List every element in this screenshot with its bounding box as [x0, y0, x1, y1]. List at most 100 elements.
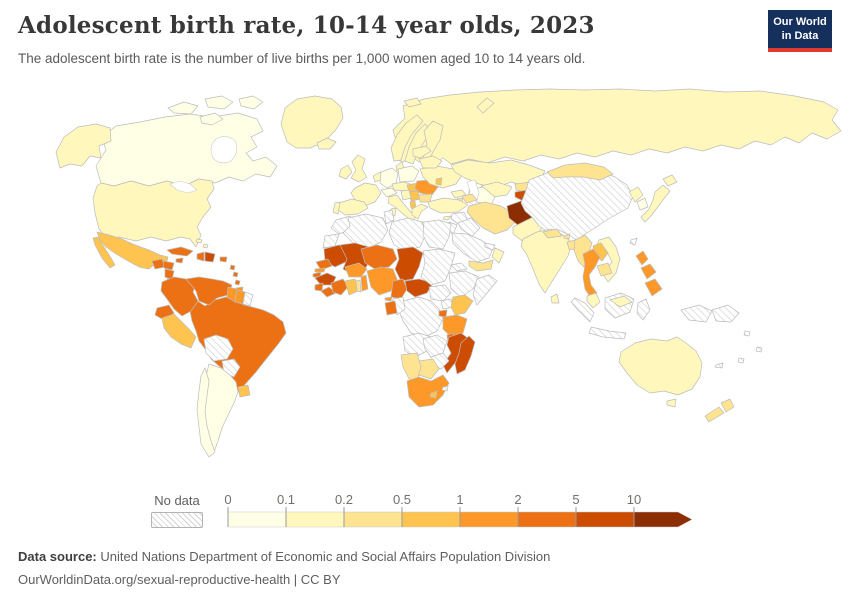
country-egypt[interactable] [422, 219, 452, 250]
country-ireland[interactable] [338, 164, 353, 180]
country-malaysia[interactable] [586, 292, 601, 309]
country-fiji[interactable] [737, 357, 745, 364]
country-venezuela[interactable] [185, 276, 233, 306]
country-north-korea[interactable] [628, 186, 644, 203]
country-thailand[interactable] [582, 248, 601, 299]
country-south-korea[interactable] [636, 197, 649, 211]
country-greenland[interactable] [280, 95, 344, 149]
country-gambia[interactable] [314, 267, 326, 273]
country-french-guiana[interactable] [242, 291, 254, 307]
country-tanzania[interactable] [442, 314, 468, 338]
country-cuba[interactable] [166, 246, 194, 257]
country-tunisia[interactable] [383, 209, 395, 225]
country-ukraine[interactable] [419, 165, 463, 189]
country-novaya-zemlya[interactable] [476, 97, 495, 114]
country-yemen[interactable] [468, 259, 494, 272]
country-mongolia[interactable] [546, 162, 614, 181]
country-austria-switzerland[interactable] [380, 187, 398, 198]
country-new-zealand[interactable] [704, 398, 735, 423]
country-dominican-republic[interactable] [204, 251, 216, 263]
country-honduras[interactable] [162, 260, 175, 271]
country-burkina-faso[interactable] [344, 262, 368, 278]
country-new-caledonia[interactable] [714, 362, 724, 369]
country-puerto-rico[interactable] [219, 256, 228, 263]
country-canada-arctic-2[interactable] [204, 95, 234, 110]
country-togo[interactable] [355, 279, 362, 293]
country-iraq[interactable] [457, 217, 481, 237]
country-russia[interactable] [392, 88, 842, 165]
legend-color-scale[interactable]: 0 0.1 0.2 0.5 1 2 5 10 [220, 492, 698, 532]
country-niger[interactable] [360, 244, 398, 270]
country-kenya[interactable] [450, 294, 474, 316]
country-ethiopia[interactable] [448, 270, 480, 298]
country-cyprus[interactable] [442, 215, 452, 221]
country-sri-lanka[interactable] [550, 293, 560, 304]
country-taiwan[interactable] [629, 237, 638, 246]
country-baltic-states[interactable] [412, 145, 432, 159]
legend-no-data-swatch[interactable] [151, 512, 203, 528]
country-pacific-islands[interactable] [743, 330, 763, 353]
country-croatia-bosnia[interactable] [400, 189, 412, 201]
country-sudan[interactable] [420, 248, 456, 286]
country-india[interactable] [520, 228, 573, 294]
country-south-africa[interactable] [406, 374, 450, 408]
country-somalia[interactable] [472, 274, 498, 306]
country-namibia[interactable] [400, 352, 422, 382]
country-equatorial-guinea[interactable] [384, 296, 393, 302]
country-nepal[interactable] [542, 228, 563, 239]
country-eswatini[interactable] [441, 385, 449, 392]
legend-bin-b7[interactable] [575, 511, 635, 528]
country-cambodia[interactable] [596, 262, 613, 277]
country-france[interactable] [350, 182, 382, 207]
country-sierra-leone[interactable] [314, 282, 324, 292]
country-bhutan[interactable] [563, 233, 571, 240]
country-cote-divoire[interactable] [330, 278, 349, 296]
legend-bin-b2[interactable] [285, 511, 345, 528]
owid-logo[interactable]: Our World in Data [768, 10, 832, 52]
country-united-kingdom[interactable] [350, 154, 368, 183]
country-canada-arctic-4[interactable] [199, 112, 224, 126]
country-libya[interactable] [388, 217, 427, 252]
country-philippines[interactable] [635, 250, 663, 297]
country-bolivia[interactable] [203, 334, 234, 362]
legend-bin-b8[interactable] [633, 511, 693, 528]
country-usa-alaska[interactable] [55, 123, 112, 169]
country-bulgaria[interactable] [418, 193, 433, 203]
country-senegal[interactable] [315, 258, 333, 271]
country-azerbaijan[interactable] [461, 193, 478, 204]
country-norway[interactable] [390, 114, 424, 162]
country-chile[interactable] [196, 367, 216, 458]
country-svalbard[interactable] [403, 97, 422, 108]
country-peru[interactable] [161, 313, 197, 349]
country-madagascar[interactable] [454, 335, 476, 375]
country-saudi-arabia[interactable] [451, 232, 494, 263]
country-australia[interactable] [618, 336, 703, 396]
country-canada-arctic-1[interactable] [167, 101, 199, 115]
country-oman[interactable] [491, 247, 505, 264]
country-poland[interactable] [397, 165, 420, 183]
country-lesotho[interactable] [429, 390, 438, 399]
country-japan[interactable] [640, 174, 678, 223]
country-uruguay[interactable] [237, 384, 251, 398]
country-benin[interactable] [360, 274, 369, 292]
country-bahamas[interactable] [195, 238, 209, 249]
country-central-african-republic[interactable] [404, 278, 434, 298]
country-portugal[interactable] [332, 201, 341, 215]
country-jamaica[interactable] [175, 257, 184, 264]
country-papua-new-guinea[interactable] [711, 304, 740, 323]
legend-bin-b4[interactable] [401, 511, 461, 528]
country-canada-arctic-3[interactable] [238, 95, 264, 110]
country-east-malaysia[interactable] [609, 295, 633, 308]
country-indonesia[interactable] [570, 292, 713, 340]
country-cameroon[interactable] [390, 278, 408, 300]
country-dr-congo[interactable] [398, 296, 444, 338]
country-moldova[interactable] [435, 177, 443, 186]
country-rwanda-burundi[interactable] [438, 309, 448, 318]
country-usa[interactable] [92, 178, 215, 248]
country-gabon[interactable] [384, 300, 398, 316]
country-chad[interactable] [394, 246, 424, 282]
country-belarus[interactable] [418, 155, 443, 169]
legend-bin-b3[interactable] [343, 511, 403, 528]
country-iran[interactable] [466, 201, 516, 235]
country-eritrea[interactable] [450, 262, 468, 272]
